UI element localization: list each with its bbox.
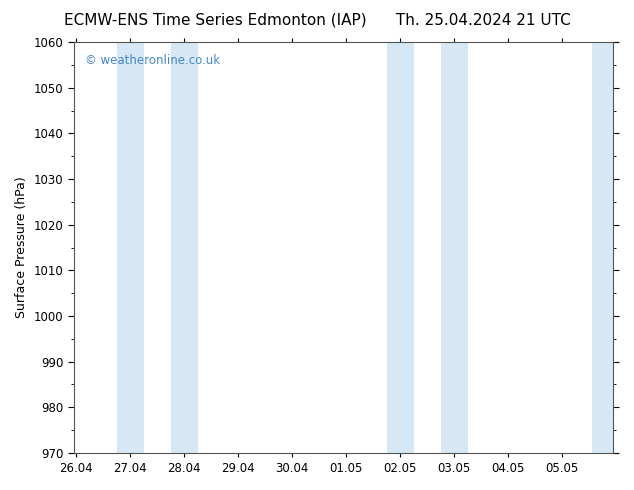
- Bar: [441, 42, 468, 453]
- Bar: [387, 42, 414, 453]
- Bar: [592, 42, 614, 453]
- Bar: [171, 42, 198, 453]
- Text: ECMW-ENS Time Series Edmonton (IAP)      Th. 25.04.2024 21 UTC: ECMW-ENS Time Series Edmonton (IAP) Th. …: [63, 12, 571, 27]
- Bar: [117, 42, 144, 453]
- Y-axis label: Surface Pressure (hPa): Surface Pressure (hPa): [15, 176, 28, 318]
- Text: © weatheronline.co.uk: © weatheronline.co.uk: [84, 54, 219, 68]
